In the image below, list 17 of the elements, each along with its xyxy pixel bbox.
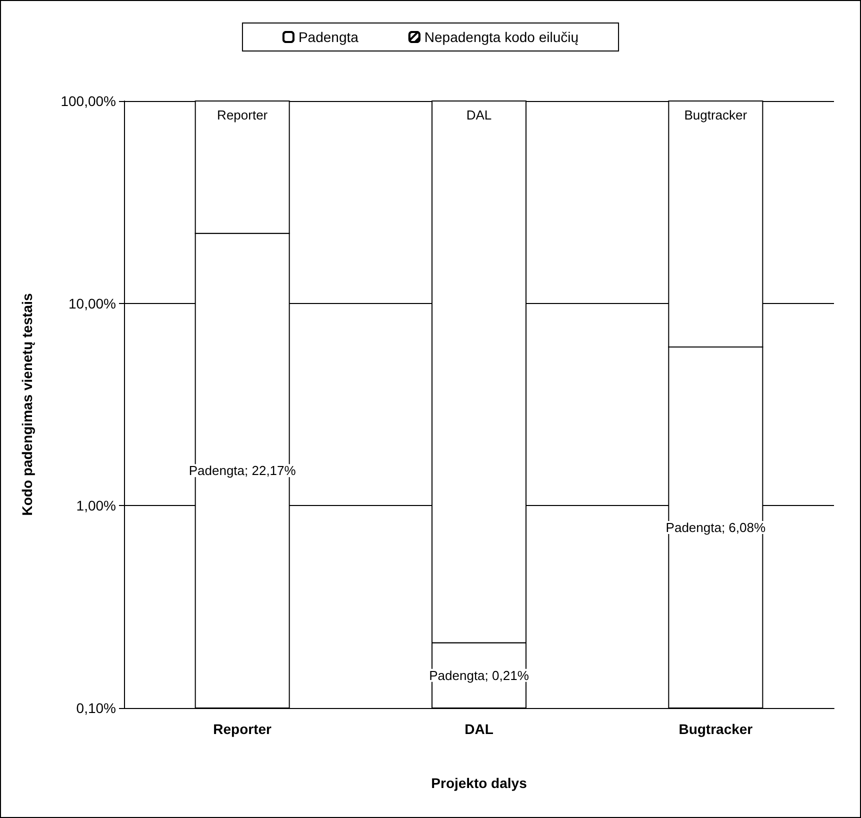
y-axis-title: Kodo padengimas vienetų testais [19,293,35,516]
data-label: Padengta; 6,08% [666,520,766,536]
data-label: Reporter [213,721,272,737]
x-tick-label: Bugtracker [684,108,748,122]
x-tick-label: Reporter [217,108,268,122]
legend-label: Padengta [298,29,359,45]
x-tick-label: DAL [466,108,492,122]
y-tick-label: 0,10% [76,700,116,716]
x-axis-title: Projekto dalys [431,775,528,791]
data-label: Padengta; 22,17% [188,463,296,478]
y-tick-label: 100,00% [60,93,116,109]
data-label: DAL [464,721,494,737]
data-label: Bugtracker [678,721,754,737]
legend-label: Nepadengta kodo eilučių [424,29,579,45]
data-label: Padengta; 0,21% [429,668,530,683]
y-tick-label: 10,00% [68,295,116,312]
y-tick-label: 1,00% [76,498,116,514]
